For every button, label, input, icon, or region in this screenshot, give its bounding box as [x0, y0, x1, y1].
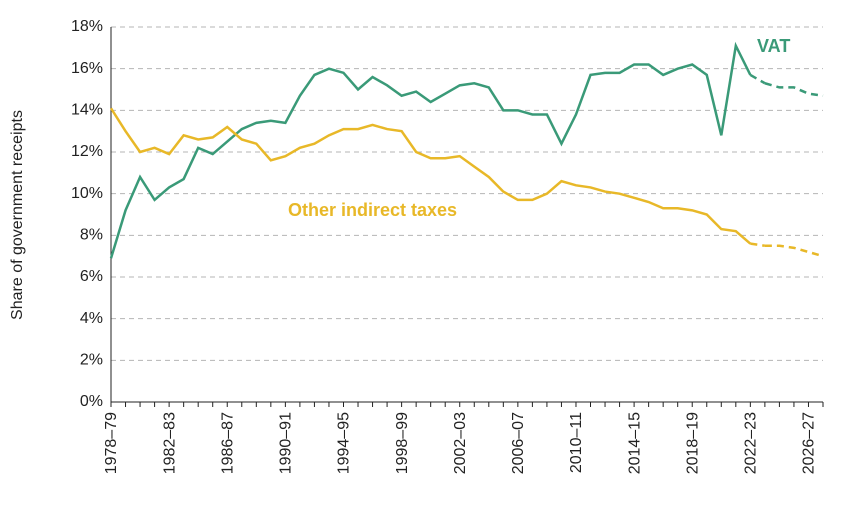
forecast-line: [764, 244, 824, 258]
y-tick-label: 4%: [80, 310, 103, 327]
y-tick-label: 6%: [80, 268, 103, 285]
forecast-connector: [749, 73, 766, 85]
x-tick-label: 1998–99: [394, 412, 411, 474]
x-tick-label: 2006–07: [510, 412, 527, 474]
x-tick-label: 2014–15: [626, 412, 643, 474]
series-annotation: VAT: [757, 36, 790, 56]
series-line: [109, 41, 752, 259]
x-tick-label: 1990–91: [278, 412, 295, 474]
y-tick-label: 16%: [71, 60, 103, 77]
y-tick-label: 2%: [80, 352, 103, 369]
forecast-line: [764, 82, 824, 97]
x-tick-label: 2026–27: [801, 412, 818, 474]
x-tick-label: 1978–79: [103, 412, 120, 474]
forecast-connector: [750, 242, 766, 247]
x-tick-label: 1986–87: [219, 412, 236, 474]
y-tick-label: 0%: [80, 393, 103, 410]
y-tick-label: 8%: [80, 227, 103, 244]
x-tick-label: 2022–23: [743, 412, 760, 474]
x-tick-label: 1994–95: [336, 412, 353, 474]
y-tick-label: 18%: [71, 18, 103, 35]
y-tick-label: 12%: [71, 143, 103, 160]
x-tick-label: 1982–83: [161, 412, 178, 474]
x-tick-label: 2018–19: [684, 412, 701, 474]
x-tick-label: 2002–03: [452, 412, 469, 474]
y-axis-label: Share of government receipts: [9, 110, 26, 320]
y-tick-label: 10%: [71, 185, 103, 202]
series-annotation: Other indirect taxes: [288, 200, 457, 220]
series-line: [109, 107, 752, 245]
y-tick-label: 14%: [71, 102, 103, 119]
x-tick-label: 2010–11: [568, 412, 585, 473]
